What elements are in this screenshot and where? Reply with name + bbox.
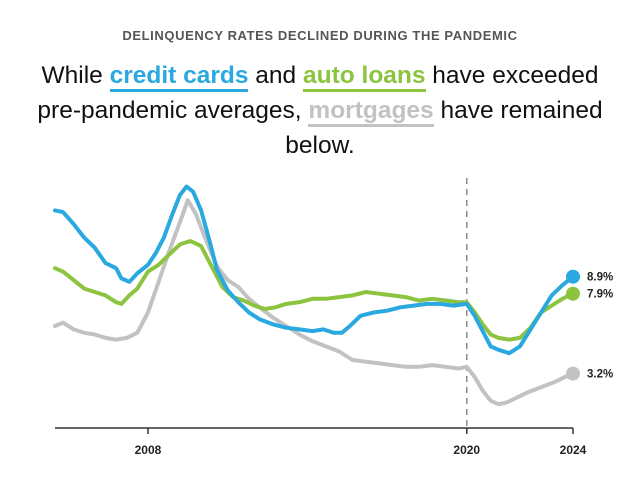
series-line-mortgages [53, 198, 575, 407]
headline-mortgages: mortgages [308, 97, 434, 127]
headline-credit-cards: credit cards [109, 62, 249, 92]
headline-part3: have exceeded pre-pandemic averages, [37, 62, 599, 124]
end-point-credit-cards [566, 269, 580, 284]
x-tick-label-2024: 2024 [560, 443, 587, 457]
end-label-credit-cards: 8.9% [587, 272, 613, 284]
headline-part4: have remained below. [285, 97, 603, 159]
end-point-mortgages [566, 366, 580, 381]
series-line-auto-loans [53, 239, 575, 342]
headline-auto-loans: auto loans [302, 62, 426, 92]
x-tick-label-2008: 2008 [135, 443, 162, 457]
end-label-auto-loans: 7.9% [587, 289, 613, 301]
series-line-credit-cards [53, 184, 575, 356]
end-point-auto-loans [566, 286, 580, 301]
headline-part1: While [41, 62, 110, 89]
chart-kicker: DELINQUENCY RATES DECLINED DURING THE PA… [122, 28, 518, 43]
end-label-mortgages: 3.2% [587, 369, 613, 381]
chart-headline: While credit cards and auto loans have e… [30, 58, 610, 163]
headline-part2: and [248, 62, 303, 89]
x-tick-label-2020: 2020 [453, 443, 480, 457]
